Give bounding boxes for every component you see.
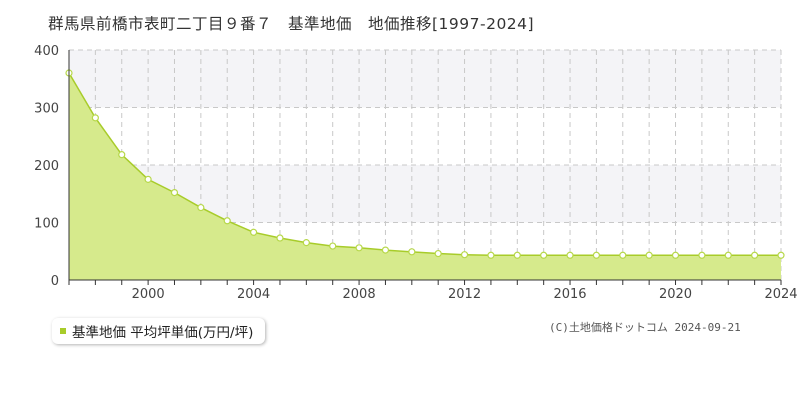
data-point: [144, 175, 152, 183]
data-markers: [65, 69, 785, 259]
data-point: [645, 251, 653, 259]
data-point: [540, 251, 548, 259]
credit-text: (C)土地価格ドットコム 2024-09-21: [549, 321, 741, 334]
data-point: [592, 251, 601, 259]
plot-band: [69, 50, 781, 108]
data-point: [619, 251, 627, 259]
x-tick-label: 2000: [132, 287, 165, 300]
data-point: [276, 234, 284, 242]
x-tick-label: 2020: [659, 287, 692, 300]
data-point: [249, 228, 258, 236]
data-point: [355, 244, 363, 252]
series-area: [69, 73, 781, 280]
data-point: [302, 239, 310, 247]
legend: 基準地価 平均坪単価(万円/坪): [52, 318, 266, 344]
x-tick-label: 2016: [553, 287, 586, 300]
y-tick-labels: 0 100 200 300 400: [34, 44, 59, 289]
legend-label: 基準地価 平均坪単価(万円/坪): [72, 325, 254, 341]
data-point: [381, 246, 390, 254]
legend-swatch: [60, 328, 66, 334]
data-point: [434, 249, 442, 258]
data-point: [566, 251, 574, 259]
y-tick-label: 400: [34, 44, 59, 59]
data-point: [223, 217, 231, 225]
series-line: [68, 72, 781, 257]
data-point: [698, 251, 706, 259]
x-tick-label: 2012: [448, 287, 481, 300]
data-point: [751, 251, 759, 259]
x-tick-label: 2008: [343, 287, 376, 300]
data-point: [513, 251, 521, 259]
data-point: [724, 251, 732, 259]
area-layer: [68, 72, 781, 280]
x-tick-labels: 2000 2004 2008 2012 2016 2020 2024: [132, 287, 798, 300]
data-point: [671, 251, 680, 259]
data-point: [118, 151, 126, 159]
data-point: [460, 251, 469, 259]
data-point: [777, 251, 785, 259]
data-point: [197, 203, 205, 212]
data-point: [170, 189, 179, 197]
y-tick-label: 300: [34, 102, 59, 117]
data-point: [487, 251, 495, 259]
x-tick-label: 2004: [237, 287, 270, 300]
data-point: [408, 248, 416, 256]
x-tick-label: 2024: [764, 287, 797, 300]
y-tick-label: 200: [34, 159, 59, 174]
y-tick-label: 100: [34, 217, 59, 232]
axes: [68, 50, 782, 285]
data-point: [329, 242, 337, 250]
data-point: [91, 114, 99, 122]
chart-title: 群馬県前橋市表町二丁目９番７ 基準地価 地価推移[1997-2024]: [48, 15, 535, 33]
y-tick-label: 0: [51, 274, 59, 289]
